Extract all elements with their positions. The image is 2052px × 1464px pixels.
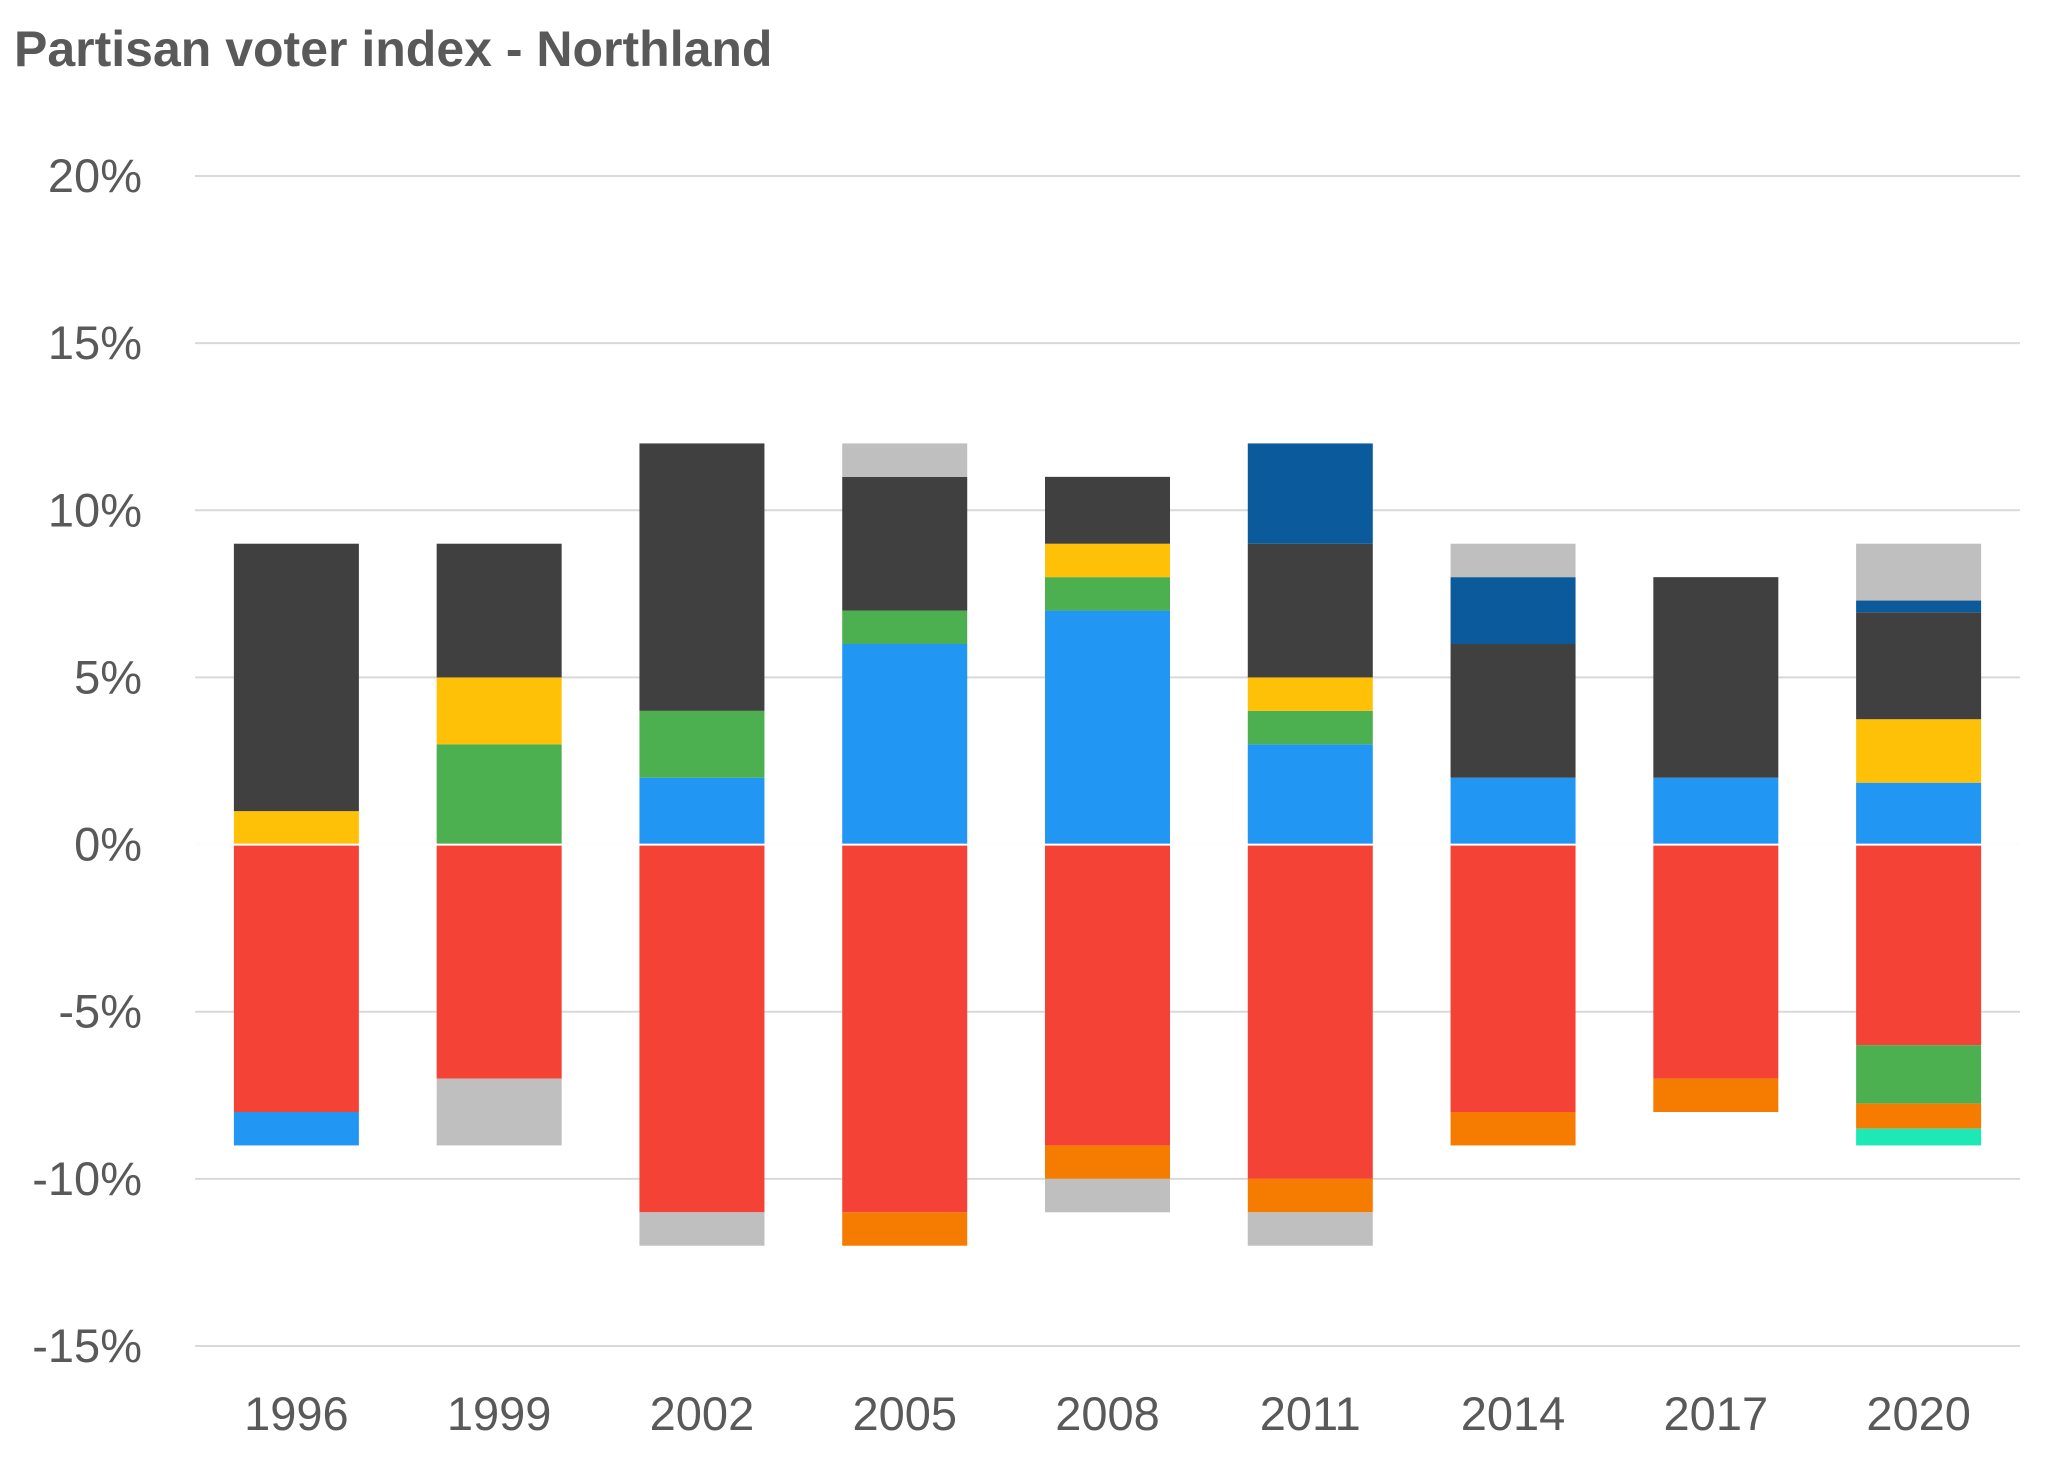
bar-segment: [639, 844, 765, 1213]
x-tick-label: 2020: [1866, 1387, 1971, 1440]
bar-segment: [639, 1212, 765, 1246]
bar-segment: [1247, 844, 1373, 1179]
bar-segment: [842, 1212, 968, 1246]
bar-segment: [1450, 1112, 1576, 1146]
bar-segment: [639, 443, 765, 711]
x-tick-label: 1999: [447, 1387, 552, 1440]
y-axis-ticks: 20% 15% 10% 5% 0% -5% -10% -15%: [32, 149, 142, 1372]
bar-stack-2011: [1247, 443, 1373, 1246]
bar-segment: [233, 811, 359, 845]
bar-stack-2005: [842, 443, 968, 1246]
bar-segment: [1856, 1103, 1982, 1129]
bar-segment: [436, 844, 562, 1079]
bar-segment: [1450, 644, 1576, 778]
bar-segment: [1450, 543, 1576, 578]
bar-segment: [1247, 710, 1373, 745]
bar-segment: [436, 677, 562, 745]
x-tick-label: 2017: [1664, 1387, 1769, 1440]
bar-segment: [1856, 600, 1982, 613]
bar-segment: [842, 610, 968, 644]
bar-stack-1999: [436, 543, 562, 1146]
bar-segment: [1247, 677, 1373, 711]
x-tick-label: 2011: [1260, 1387, 1361, 1440]
bar-stack-2014: [1450, 543, 1576, 1146]
bar-segment: [1653, 577, 1779, 778]
y-tick-label: 20%: [48, 149, 142, 202]
bar-segment: [1045, 844, 1170, 1146]
bar-segment: [842, 476, 968, 611]
bar-segment: [1450, 844, 1576, 1112]
bar-stack-2017: [1653, 577, 1779, 1112]
y-tick-label: 5%: [74, 650, 142, 703]
bar-segment: [1247, 744, 1373, 845]
bar-segment: [1653, 1078, 1779, 1112]
x-axis-ticks: 1996 1999 2002 2005 2008 2011 2014 2017 2020: [244, 1387, 1971, 1440]
bar-segment: [1450, 777, 1576, 845]
y-tick-label: -5%: [58, 985, 142, 1038]
bar-stack-2008: [1045, 476, 1170, 1213]
bar-segment: [1856, 844, 1982, 1046]
bar-segment: [842, 844, 968, 1213]
bar-segment: [1856, 612, 1982, 720]
bar-segment: [1045, 543, 1170, 578]
bar-segment: [436, 543, 562, 678]
bar-segment: [233, 844, 359, 1112]
bar-segment: [436, 1078, 562, 1146]
bar-segment: [1653, 844, 1779, 1079]
bar-segment: [1856, 543, 1982, 601]
bar-segment: [1856, 1128, 1982, 1146]
bar-segment: [1856, 782, 1982, 845]
bar-segment: [233, 543, 359, 812]
bar-segment: [1856, 1045, 1982, 1104]
bar-segment: [1045, 577, 1170, 611]
bar-segment: [1247, 443, 1373, 544]
bar-stack-1996: [233, 543, 359, 1146]
bar-segment: [1045, 1145, 1170, 1179]
bar-segment: [1247, 1212, 1373, 1246]
bar-segment: [1247, 543, 1373, 678]
bar-segment: [1653, 777, 1779, 845]
bar-segment: [1045, 476, 1170, 544]
bar-segment: [436, 744, 562, 845]
y-tick-label: 10%: [48, 483, 142, 536]
x-tick-label: 2008: [1055, 1387, 1160, 1440]
y-tick-label: 0%: [74, 818, 142, 871]
bar-segment: [1247, 1178, 1373, 1213]
y-tick-label: -10%: [32, 1152, 142, 1205]
bar-segment: [639, 777, 765, 845]
bar-segment: [233, 1112, 359, 1146]
x-tick-label: 2014: [1461, 1387, 1566, 1440]
bars: [233, 443, 1982, 1246]
bar-segment: [1856, 719, 1982, 783]
bar-stack-2002: [639, 443, 765, 1246]
y-tick-label: -15%: [32, 1319, 142, 1372]
bar-stack-2020: [1856, 543, 1982, 1146]
bar-segment: [1045, 1178, 1170, 1213]
x-tick-label: 2005: [852, 1387, 957, 1440]
y-tick-label: 15%: [48, 316, 142, 369]
bar-segment: [842, 644, 968, 845]
x-tick-label: 1996: [244, 1387, 349, 1440]
bar-segment: [1450, 577, 1576, 644]
x-tick-label: 2002: [650, 1387, 755, 1440]
chart-title: Partisan voter index - Northland: [14, 21, 772, 77]
bar-segment: [1045, 610, 1170, 845]
bar-segment: [842, 443, 968, 477]
bar-segment: [639, 710, 765, 778]
